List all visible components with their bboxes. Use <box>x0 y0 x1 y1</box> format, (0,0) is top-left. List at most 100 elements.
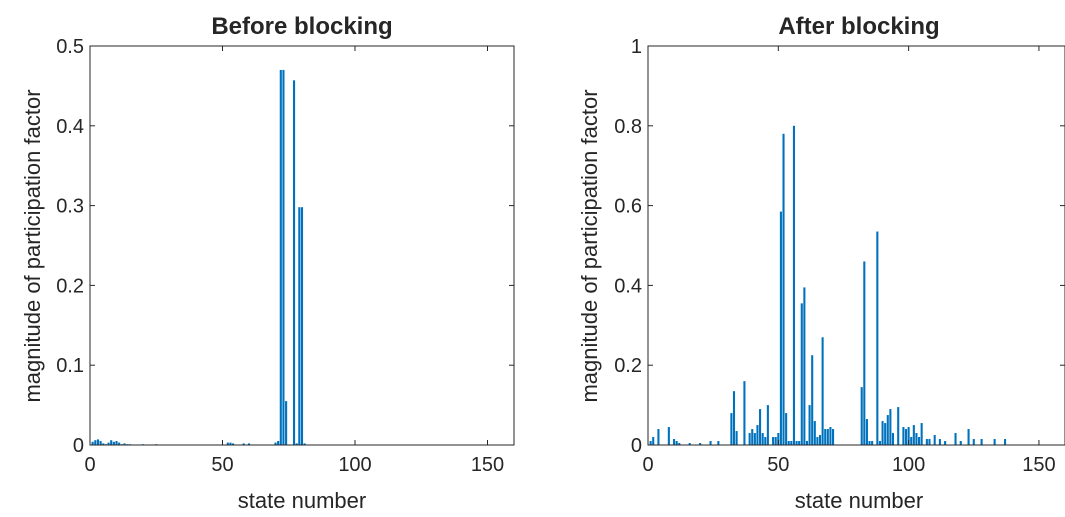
bar <box>688 443 691 445</box>
bar <box>649 441 652 445</box>
x-tick-label: 150 <box>471 454 504 476</box>
bar <box>118 442 121 445</box>
bar <box>959 441 962 445</box>
y-tick-label: 0.8 <box>614 116 642 138</box>
bar-series <box>649 125 1007 446</box>
y-tick-label: 0.3 <box>56 196 84 218</box>
bar <box>805 441 809 445</box>
bar <box>748 433 751 445</box>
y-tick-label: 0 <box>73 435 84 457</box>
bar <box>779 211 782 445</box>
bar <box>808 405 811 445</box>
bar <box>675 441 678 445</box>
bar <box>876 231 879 445</box>
x-axis-label: state number <box>795 488 923 513</box>
plot-area-frame <box>647 45 1065 446</box>
bar <box>94 440 97 445</box>
plot-area-frame <box>89 45 515 446</box>
chart-title: Before blocking <box>211 13 392 40</box>
bar <box>938 439 941 445</box>
bar <box>242 443 245 445</box>
bar <box>115 441 118 445</box>
bar <box>298 207 301 445</box>
bar <box>1004 439 1007 445</box>
bar <box>878 441 881 445</box>
bar <box>652 437 655 445</box>
bar <box>904 429 908 445</box>
bar <box>756 425 759 445</box>
bar <box>667 427 670 445</box>
bar <box>915 433 918 445</box>
bar <box>753 433 756 445</box>
bar <box>226 442 229 445</box>
bar <box>772 437 775 445</box>
bar <box>732 391 736 445</box>
bar <box>816 437 819 445</box>
bar <box>813 421 816 445</box>
y-tick-label: 1 <box>631 36 642 58</box>
bar <box>972 439 975 445</box>
bar <box>285 401 288 445</box>
bar <box>91 441 94 445</box>
bar <box>782 133 785 445</box>
bar <box>944 441 947 445</box>
bar <box>832 429 835 445</box>
bar <box>300 207 304 445</box>
chart-before-blocking: Before blocking magnitude of participati… <box>20 13 515 513</box>
bar <box>110 440 113 445</box>
bar <box>657 429 660 445</box>
bar <box>751 429 754 445</box>
bar <box>247 443 251 445</box>
bar <box>897 407 900 445</box>
bar <box>96 439 100 445</box>
bar <box>99 441 102 445</box>
bar <box>761 433 764 445</box>
bar-series <box>91 69 306 446</box>
bar <box>730 413 733 445</box>
bar <box>980 439 983 445</box>
x-tick-label: 100 <box>892 454 925 476</box>
bar <box>818 435 822 445</box>
x-axis-label: state number <box>238 488 366 513</box>
bar <box>777 433 780 445</box>
y-tick-label: 0.4 <box>56 116 84 138</box>
x-tick-label: 150 <box>1022 454 1055 476</box>
bar <box>759 409 762 445</box>
bar <box>829 427 832 445</box>
bar <box>303 443 306 445</box>
bar <box>764 437 767 445</box>
bar <box>826 429 829 445</box>
bar <box>868 441 871 445</box>
y-axis-label: magnitude of participation factor <box>20 89 45 402</box>
bar <box>800 303 803 445</box>
y-axis-label: magnitude of participation factor <box>577 89 602 402</box>
bar <box>967 429 970 445</box>
x-tick-label: 0 <box>642 454 653 476</box>
bar <box>107 442 110 445</box>
bar <box>787 441 790 445</box>
bar <box>954 433 957 445</box>
bar <box>295 443 298 445</box>
y-tick-label: 0.1 <box>56 355 84 377</box>
bar <box>863 261 866 445</box>
bar <box>292 80 296 446</box>
bar <box>785 413 788 445</box>
bar <box>902 427 905 445</box>
bar <box>673 439 676 445</box>
bar <box>279 69 282 445</box>
bar <box>821 337 824 445</box>
bar <box>871 441 874 445</box>
bar <box>865 419 868 445</box>
bar <box>123 443 126 445</box>
bar <box>910 437 913 445</box>
bar <box>860 387 863 445</box>
bar <box>928 439 931 445</box>
chart-after-blocking: After blocking magnitude of participatio… <box>577 13 1065 513</box>
y-tick-label: 0.2 <box>56 275 84 297</box>
bar <box>229 442 232 445</box>
bar <box>795 441 798 445</box>
x-tick-label: 50 <box>211 454 233 476</box>
axis-ticks: 0 50 100 150 0 0.1 0.2 0.3 0.4 0.5 <box>56 36 514 476</box>
bar <box>232 443 235 445</box>
